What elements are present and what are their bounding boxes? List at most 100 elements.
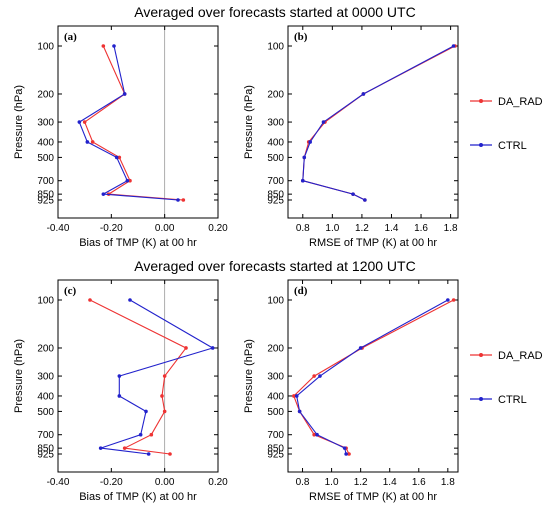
data-point-da-rad (101, 44, 106, 48)
data-point-ctrl (342, 446, 347, 450)
x-tick-label: 1.0 (325, 477, 339, 488)
legend-swatch-marker (479, 99, 483, 103)
x-tick-label: 0.8 (296, 477, 310, 488)
x-tick-label: 0.8 (296, 223, 310, 234)
series-line-da-rad (84, 45, 184, 201)
y-tick-label: 925 (267, 196, 284, 207)
data-point-da-rad (88, 298, 92, 302)
legend-swatch-marker (479, 353, 483, 357)
data-point-ctrl (308, 140, 312, 144)
data-point-da-rad (168, 452, 172, 456)
y-tick-label: 925 (37, 196, 54, 207)
data-point-ctrl (361, 92, 366, 96)
y-axis-label: Pressure (hPa) (243, 85, 255, 159)
x-tick-label: 1.6 (414, 223, 428, 234)
panel-label: (b) (294, 31, 308, 43)
y-tick-label: 400 (37, 391, 54, 402)
series-line-ctrl (100, 299, 215, 455)
y-tick-label: 300 (267, 372, 284, 383)
x-axis-label: Bias of TMP (K) at 00 hr (79, 491, 197, 503)
data-point-da-rad (128, 178, 132, 183)
data-point-da-rad (181, 198, 186, 202)
legend-top: DA_RAD CTRL (470, 96, 543, 152)
x-tick-label: -0.20 (100, 223, 123, 234)
data-point-ctrl (297, 409, 302, 414)
y-tick-label: 300 (37, 118, 54, 129)
y-tick-label: 200 (267, 89, 284, 100)
legend-label: DA_RAD (498, 96, 543, 108)
x-tick-label: 1.2 (355, 223, 369, 234)
data-point-ctrl (98, 446, 103, 450)
data-point-ctrl (112, 44, 116, 48)
legend-label: CTRL (498, 394, 527, 406)
data-point-da-rad (162, 409, 167, 414)
data-point-ctrl (315, 432, 319, 437)
data-point-da-rad (117, 155, 122, 160)
panel-label: (a) (64, 31, 77, 43)
y-tick-label: 500 (37, 407, 54, 418)
y-tick-label: 925 (37, 450, 54, 461)
y-tick-label: 925 (267, 450, 284, 461)
y-tick-label: 850 (37, 190, 54, 201)
data-point-ctrl (138, 432, 143, 437)
data-point-ctrl (302, 155, 307, 160)
x-tick-label: 1.4 (385, 223, 399, 234)
data-point-ctrl (144, 409, 148, 414)
y-tick-label: 100 (37, 42, 54, 53)
series-line-da-rad (89, 299, 187, 455)
x-tick-label: 0.00 (155, 223, 175, 234)
legend-label: CTRL (498, 140, 527, 152)
data-point-da-rad (184, 346, 188, 350)
data-point-ctrl (85, 140, 90, 144)
y-tick-label: 300 (37, 372, 54, 383)
x-axis-label: RMSE of TMP (K) at 00 hr (309, 491, 437, 503)
y-tick-label: 400 (37, 137, 54, 148)
y-tick-label: 100 (267, 296, 284, 307)
y-tick-label: 850 (267, 190, 284, 201)
y-tick-label: 400 (267, 137, 284, 148)
y-tick-label: 500 (37, 153, 54, 164)
y-tick-label: 850 (37, 444, 54, 455)
y-tick-label: 200 (37, 343, 54, 354)
data-point-ctrl (117, 394, 122, 398)
x-tick-label: -0.40 (47, 477, 70, 488)
legend-bottom: DA_RAD CTRL (470, 350, 543, 406)
data-point-ctrl (77, 120, 82, 124)
plot-frame (57, 25, 219, 219)
legend-swatch-marker (479, 397, 483, 401)
x-tick-label: 1.2 (354, 477, 368, 488)
data-point-da-rad (312, 432, 316, 437)
panel-label: (d) (294, 285, 308, 297)
data-point-da-rad (162, 374, 167, 378)
legend-swatch-marker (479, 143, 483, 147)
data-point-ctrl (358, 346, 363, 350)
data-point-ctrl (451, 44, 456, 48)
data-point-da-rad (122, 446, 127, 450)
data-point-ctrl (300, 178, 305, 183)
x-tick-label: -0.20 (100, 477, 123, 488)
y-tick-label: 850 (267, 444, 284, 455)
data-point-ctrl (101, 192, 106, 196)
y-tick-label: 300 (267, 118, 284, 129)
data-point-da-rad (312, 374, 316, 378)
legend-label: DA_RAD (498, 350, 543, 362)
data-point-ctrl (321, 120, 326, 124)
data-point-ctrl (294, 394, 299, 398)
data-point-da-rad (292, 394, 296, 398)
y-tick-label: 500 (267, 153, 284, 164)
data-point-ctrl (146, 452, 151, 456)
series-line-ctrl (78, 45, 179, 201)
figure-title-bottom: Averaged over forecasts started at 1200 … (134, 258, 416, 274)
y-tick-label: 100 (37, 296, 54, 307)
x-tick-label: 1.6 (412, 477, 426, 488)
x-axis-label: Bias of TMP (K) at 00 hr (79, 237, 197, 249)
y-axis-label: Pressure (hPa) (13, 339, 25, 413)
y-axis-label: Pressure (hPa) (243, 339, 255, 413)
figure-title-top: Averaged over forecasts started at 0000 … (134, 4, 416, 20)
data-point-ctrl (210, 346, 215, 350)
